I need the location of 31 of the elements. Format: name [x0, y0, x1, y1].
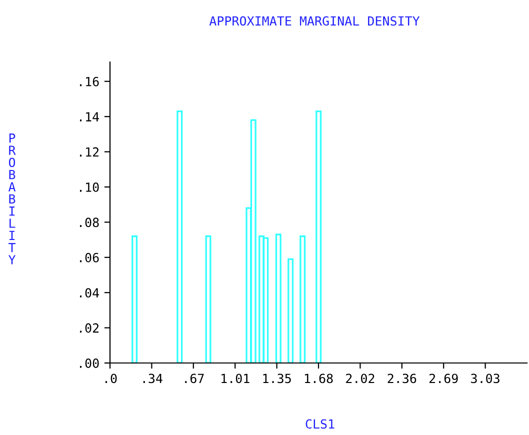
y-tick-label: .02 [80, 323, 99, 333]
chart-title: APPROXIMATE MARGINAL DENSITY [209, 16, 420, 26]
x-tick-label: 2.69 [429, 374, 458, 384]
bar [205, 235, 212, 363]
y-tick-label: .14 [80, 112, 99, 122]
x-tick-label: 3.03 [471, 374, 500, 384]
bar [132, 235, 138, 363]
y-tick-label: .04 [80, 288, 99, 298]
text: PROBABILITY [8, 134, 16, 264]
x-tick-label: .34 [143, 374, 162, 384]
bar [288, 258, 294, 363]
bar [300, 235, 306, 363]
bar [275, 234, 282, 363]
y-tick-label: .08 [80, 218, 99, 228]
y-tick-label: .00 [80, 358, 99, 368]
y-tick-label: .10 [80, 182, 99, 192]
y-tick-label: .06 [80, 252, 99, 262]
x-tick-label: .0 [105, 374, 117, 384]
x-tick-label: 2.02 [346, 374, 374, 384]
bar [262, 237, 269, 363]
bar [316, 110, 322, 363]
bar [258, 235, 265, 363]
x-axis-title: CLS1 [306, 419, 334, 429]
y-tick-label: .12 [80, 147, 99, 157]
x-tick-label: 1.35 [263, 374, 291, 384]
x-tick-label: 1.68 [304, 374, 333, 384]
y-tick-label: .16 [80, 76, 99, 86]
x-tick-label: .67 [185, 374, 204, 384]
x-tick-label: 1.01 [222, 374, 250, 384]
x-tick-label: 2.36 [388, 374, 416, 384]
bar [176, 110, 183, 363]
